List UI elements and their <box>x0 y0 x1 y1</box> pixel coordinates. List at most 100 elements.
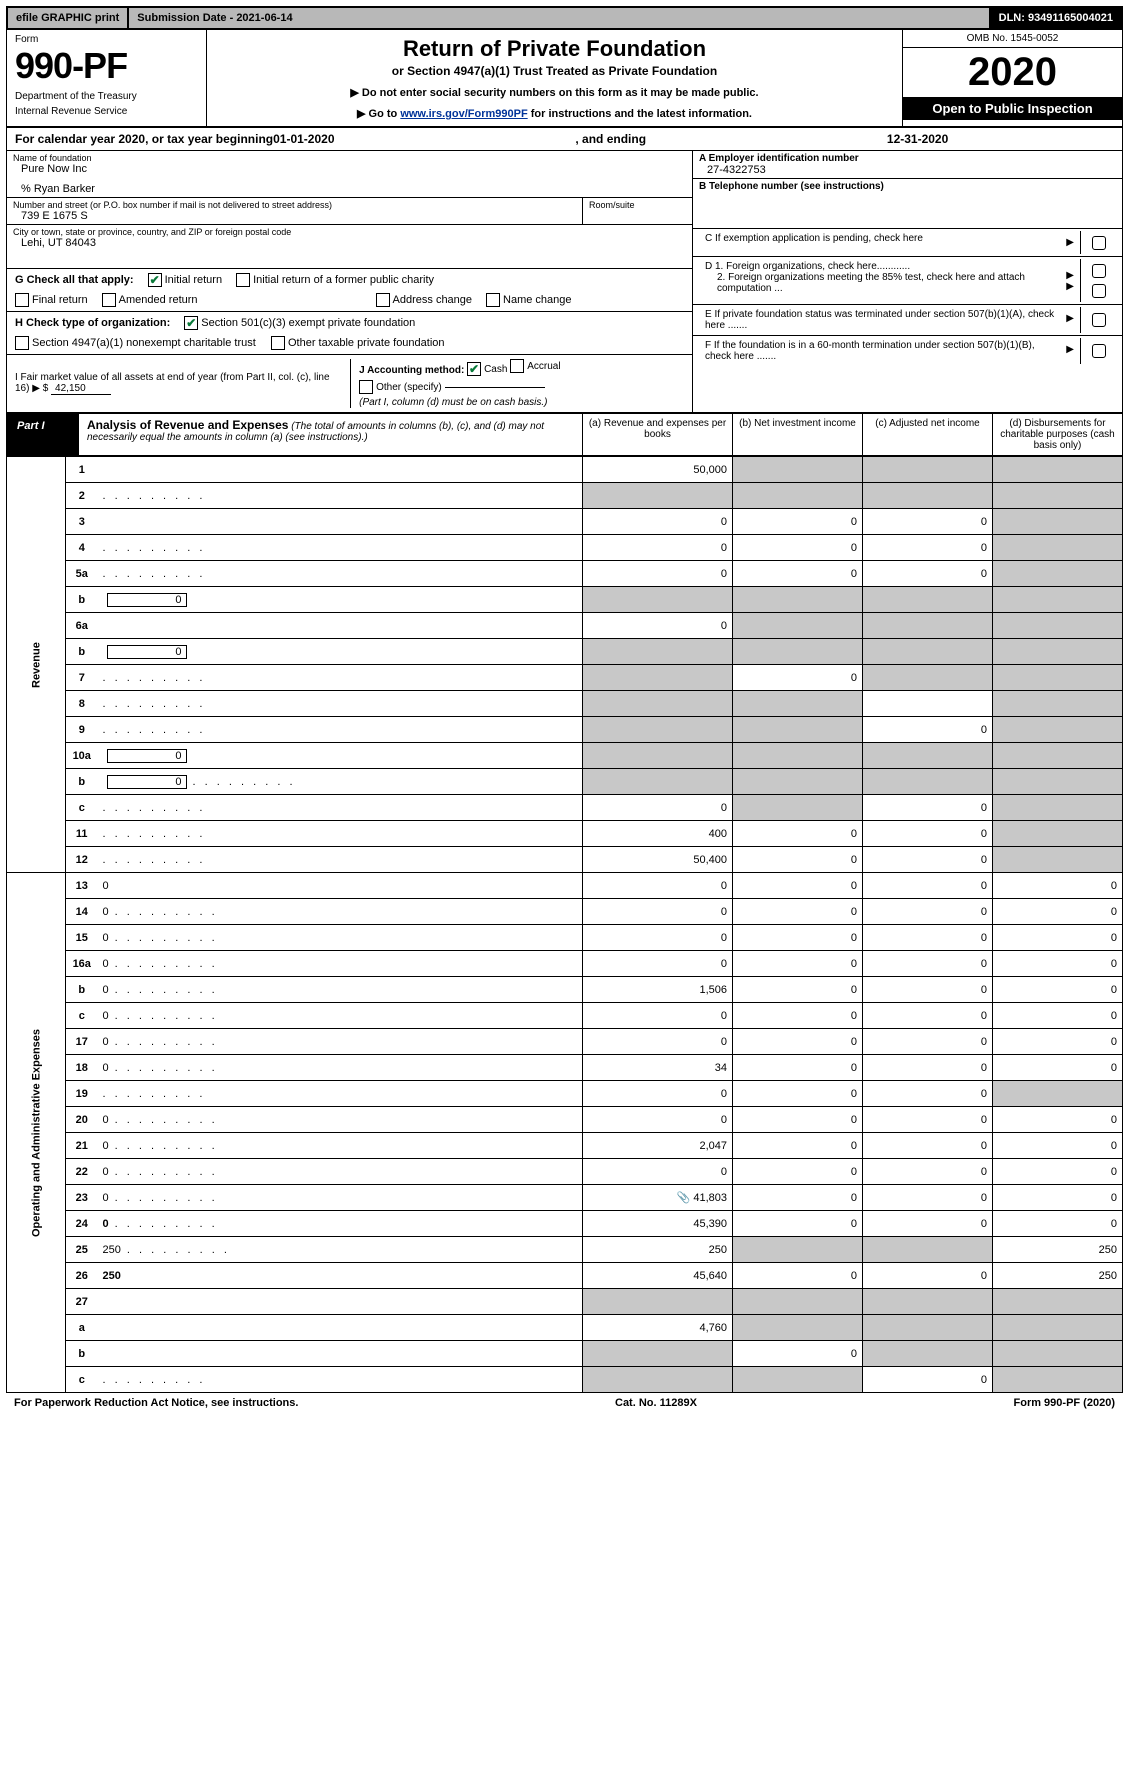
col-b-value: 0 <box>733 1055 863 1081</box>
table-row: 18034000 <box>7 1055 1123 1081</box>
line-number: 7 <box>66 665 98 691</box>
calendar-year-row: For calendar year 2020, or tax year begi… <box>6 128 1123 151</box>
phone-label: B Telephone number (see instructions) <box>699 181 1116 192</box>
line-number: c <box>66 795 98 821</box>
col-a-value: 📎 41,803 <box>583 1185 733 1211</box>
col-b-value <box>733 1315 863 1341</box>
line-number: 20 <box>66 1107 98 1133</box>
line-description: 250 <box>98 1263 583 1289</box>
col-d-value: 0 <box>993 977 1123 1003</box>
col-c-value: 0 <box>863 1159 993 1185</box>
line-description <box>98 847 583 873</box>
check-4947[interactable]: Section 4947(a)(1) nonexempt charitable … <box>15 336 684 350</box>
col-a-value: 0 <box>583 509 733 535</box>
col-b-value: 0 <box>733 951 863 977</box>
col-c-value: 0 <box>863 1367 993 1393</box>
line-description <box>98 457 583 483</box>
f-row: F If the foundation is in a 60-month ter… <box>693 336 1122 366</box>
col-b-value: 0 <box>733 1341 863 1367</box>
check-f[interactable] <box>1092 344 1106 358</box>
col-a-value <box>583 769 733 795</box>
efile-graphic-label[interactable]: efile GRAPHIC print <box>8 8 129 28</box>
check-d2[interactable] <box>1092 284 1106 298</box>
line-description: 0 <box>98 951 583 977</box>
col-c-value <box>863 613 993 639</box>
e-row: E If private foundation status was termi… <box>693 305 1122 336</box>
form-word: Form <box>15 34 198 45</box>
table-row: 25250250250 <box>7 1237 1123 1263</box>
col-c-value: 0 <box>863 899 993 925</box>
form-instruction-1: ▶ Do not enter social security numbers o… <box>217 86 892 99</box>
col-b-value: 0 <box>733 1185 863 1211</box>
col-a-value <box>583 1341 733 1367</box>
col-d-value <box>993 535 1123 561</box>
check-other[interactable]: Other (specify) <box>359 380 545 394</box>
care-of: % Ryan Barker <box>13 183 686 195</box>
col-c-value <box>863 639 993 665</box>
col-c-value: 0 <box>863 847 993 873</box>
col-d-value: 0 <box>993 1003 1123 1029</box>
col-c-value <box>863 769 993 795</box>
col-d-value: 0 <box>993 1055 1123 1081</box>
check-d1[interactable] <box>1092 264 1106 278</box>
line-number: 4 <box>66 535 98 561</box>
col-c-value: 0 <box>863 1081 993 1107</box>
table-row: c0 <box>7 1367 1123 1393</box>
col-a-value <box>583 1367 733 1393</box>
check-initial[interactable]: ✔Initial return <box>148 273 222 287</box>
table-row: 8 <box>7 691 1123 717</box>
check-amended[interactable]: Amended return <box>102 293 198 307</box>
irs-link[interactable]: www.irs.gov/Form990PF <box>400 108 527 120</box>
address-row: Number and street (or P.O. box number if… <box>7 198 692 225</box>
line-description <box>98 1315 583 1341</box>
instr2-prefix: ▶ Go to <box>357 108 400 120</box>
col-b-value: 0 <box>733 1211 863 1237</box>
col-a-value <box>583 1289 733 1315</box>
check-addr-change[interactable]: Address change <box>376 293 473 307</box>
table-row: 1250,40000 <box>7 847 1123 873</box>
table-row: 10a 0 <box>7 743 1123 769</box>
check-final[interactable]: Final return <box>15 293 88 307</box>
col-b-value <box>733 613 863 639</box>
check-cash[interactable]: ✔Cash <box>467 362 507 376</box>
col-c-value: 0 <box>863 509 993 535</box>
city-label: City or town, state or province, country… <box>13 227 686 237</box>
col-d-value <box>993 821 1123 847</box>
col-d-value: 250 <box>993 1237 1123 1263</box>
table-row: 2200000 <box>7 1159 1123 1185</box>
col-d-value <box>993 717 1123 743</box>
check-name-change[interactable]: Name change <box>486 293 572 307</box>
j-block: J Accounting method: ✔Cash Accrual Other… <box>350 359 671 408</box>
g-label: G Check all that apply: <box>15 274 134 286</box>
col-c-value <box>863 1341 993 1367</box>
cal-prefix: For calendar year 2020, or tax year begi… <box>15 132 273 146</box>
form-title: Return of Private Foundation <box>217 36 892 62</box>
col-c-value: 0 <box>863 1185 993 1211</box>
col-c-value: 0 <box>863 821 993 847</box>
col-b-value: 0 <box>733 1081 863 1107</box>
col-a-value: 1,506 <box>583 977 733 1003</box>
form-instruction-2: ▶ Go to www.irs.gov/Form990PF for instru… <box>217 107 892 120</box>
col-d-value <box>993 769 1123 795</box>
col-a-value: 0 <box>583 561 733 587</box>
col-c-value: 0 <box>863 1029 993 1055</box>
part1-header: Part I Analysis of Revenue and Expenses … <box>6 412 1123 456</box>
line-number: 21 <box>66 1133 98 1159</box>
room-label: Room/suite <box>589 200 686 210</box>
check-e[interactable] <box>1092 313 1106 327</box>
col-a-value: 0 <box>583 1107 733 1133</box>
check-initial-former[interactable]: Initial return of a former public charit… <box>236 273 434 287</box>
line-description <box>98 1341 583 1367</box>
col-c-value: 0 <box>863 1211 993 1237</box>
col-a-value: 0 <box>583 795 733 821</box>
check-accrual[interactable]: Accrual <box>510 359 560 373</box>
form-subtitle: or Section 4947(a)(1) Trust Treated as P… <box>217 64 892 78</box>
section-revenue-label: Revenue <box>7 457 66 873</box>
check-c[interactable] <box>1092 236 1106 250</box>
check-501c3[interactable]: ✔Section 501(c)(3) exempt private founda… <box>184 316 415 330</box>
table-row: b 0 <box>7 769 1123 795</box>
line-number: 5a <box>66 561 98 587</box>
line-description: 250 <box>98 1237 583 1263</box>
f-label: F If the foundation is in a 60-month ter… <box>699 338 1060 364</box>
d1-label: D 1. Foreign organizations, check here..… <box>705 261 1054 272</box>
